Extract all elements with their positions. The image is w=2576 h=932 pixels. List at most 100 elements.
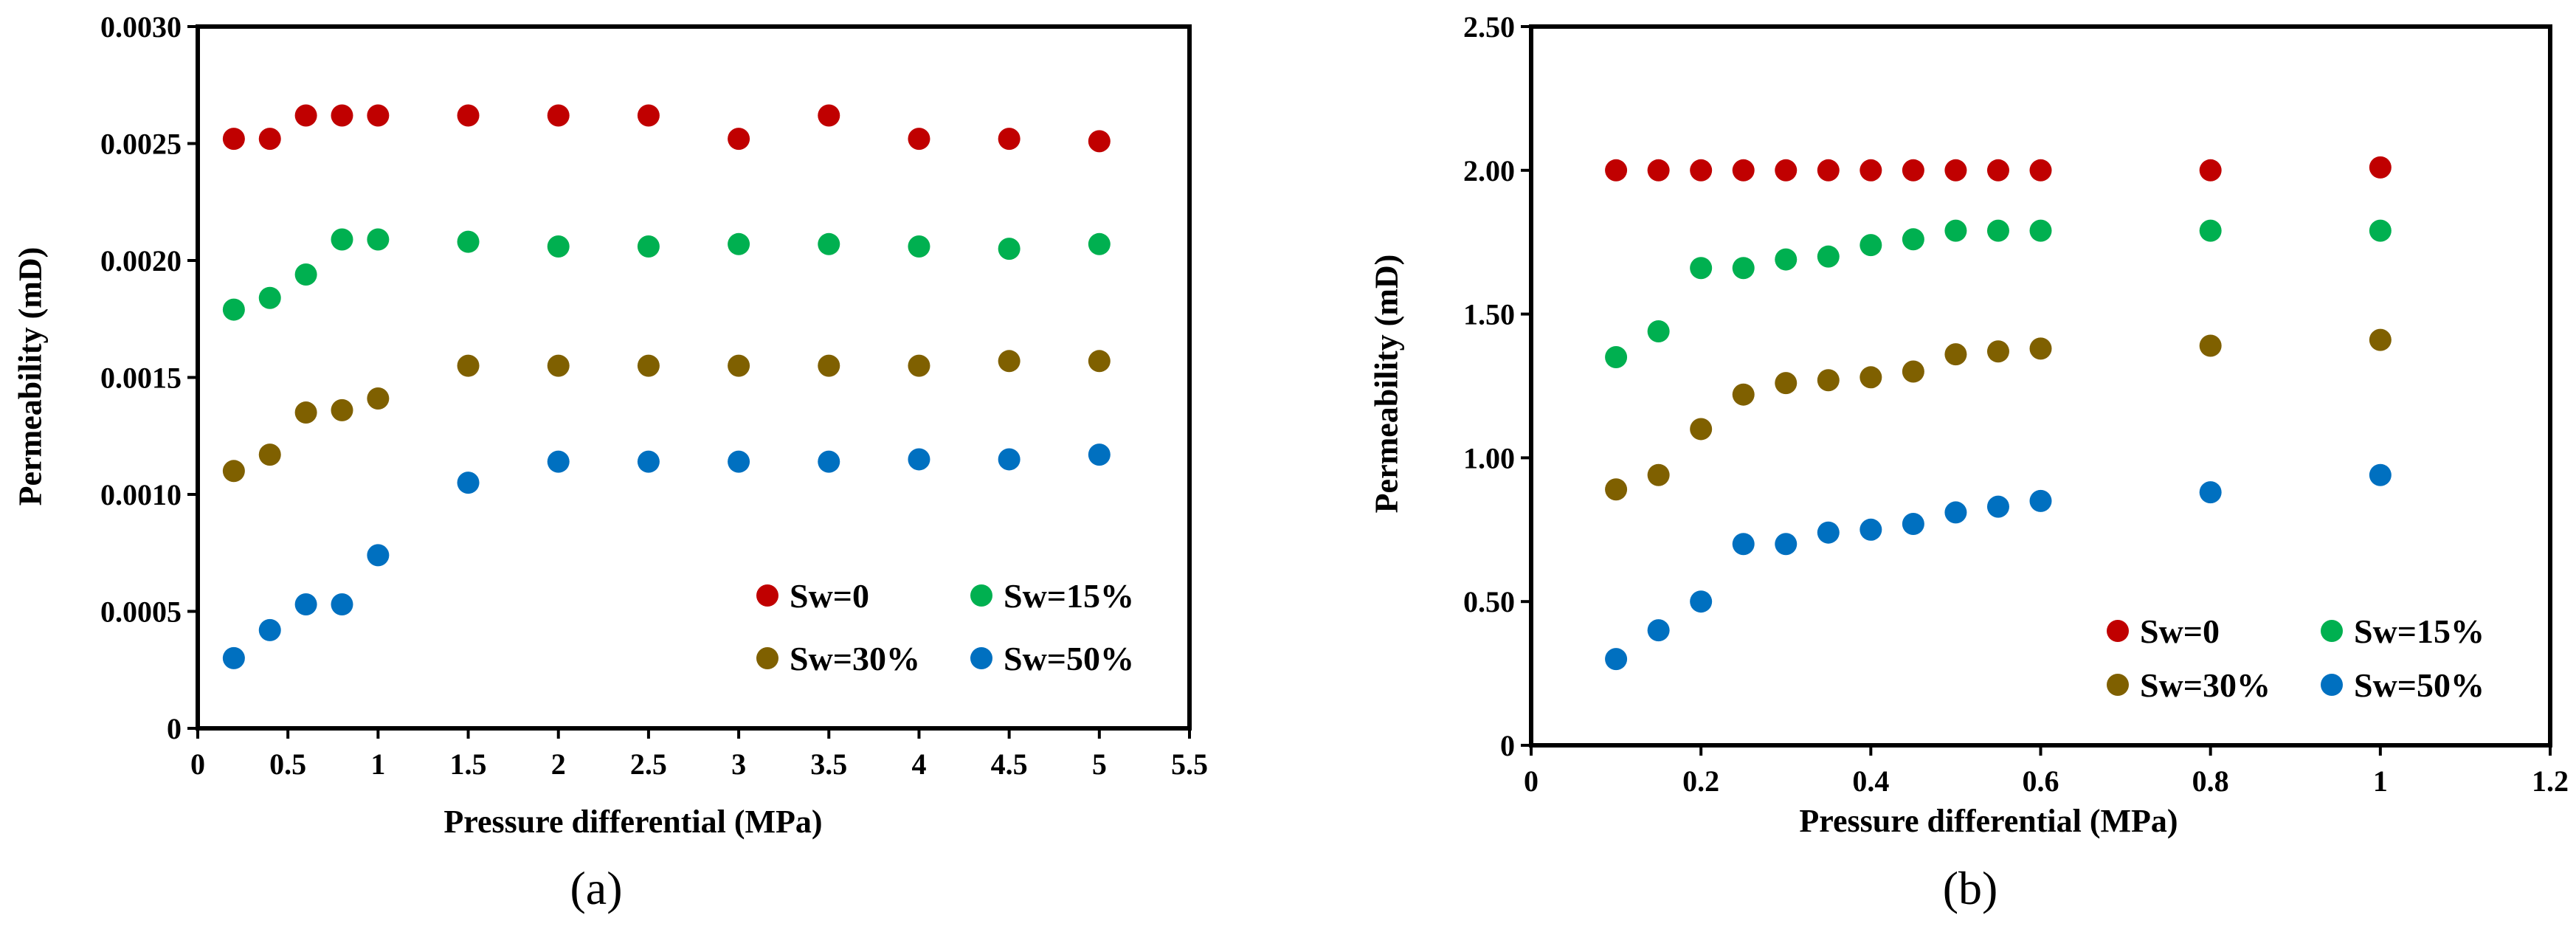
data-point: [222, 128, 245, 151]
x-tick-label: 0: [190, 748, 205, 781]
x-tick-label: 0: [1524, 764, 1539, 798]
data-point: [258, 286, 281, 309]
legend-label: Sw=30%: [2140, 666, 2271, 704]
data-point: [998, 238, 1021, 260]
x-tick-label: 0.4: [1852, 764, 1889, 798]
data-point: [1944, 343, 1967, 366]
x-tick-label: 5.5: [1171, 748, 1208, 781]
x-tick-label: 0.5: [269, 748, 306, 781]
data-point: [1647, 159, 1670, 182]
legend-label: Sw=0: [790, 577, 869, 615]
x-tick-label: 3: [731, 748, 746, 781]
data-point: [1860, 159, 1882, 182]
data-point: [1605, 159, 1628, 182]
x-axis-label: Pressure differential (MPa): [1799, 803, 2178, 839]
y-tick-label: 0.0015: [100, 362, 182, 395]
data-point: [908, 235, 930, 258]
x-tick-label: 2: [551, 748, 566, 781]
data-point: [1986, 219, 2009, 242]
data-point: [1860, 234, 1882, 257]
data-point: [331, 593, 353, 615]
data-point: [367, 104, 390, 127]
data-point: [637, 235, 660, 258]
data-point: [1944, 219, 1967, 242]
data-point: [1088, 443, 1111, 466]
data-point: [1902, 513, 1924, 536]
data-point: [1902, 360, 1924, 383]
data-point: [2029, 159, 2052, 182]
legend-label: Sw=30%: [790, 640, 920, 677]
x-tick-label: 0.6: [2023, 764, 2059, 798]
y-tick-label: 1.00: [1463, 441, 1515, 474]
y-tick-label: 2.50: [1463, 10, 1515, 44]
data-point: [547, 354, 570, 377]
data-point: [1088, 350, 1111, 373]
data-point: [1088, 232, 1111, 255]
data-point: [258, 443, 281, 466]
data-point: [1647, 619, 1670, 642]
data-point: [1902, 159, 1924, 182]
series-sw-15-: [1605, 219, 2392, 369]
panel-label: (a): [570, 862, 622, 914]
data-point: [1605, 478, 1628, 501]
data-point: [1732, 257, 1755, 280]
chart-panel-a: 0 0.0005 0.0010 0.0015 0.0020 0.0025 0.0030 0 0.…: [12, 10, 1208, 914]
data-point: [367, 544, 390, 567]
data-point: [1690, 159, 1713, 182]
legend-marker: [2107, 620, 2129, 642]
data-point: [1647, 463, 1670, 486]
data-point: [331, 228, 353, 251]
data-point: [908, 128, 930, 151]
data-point: [1817, 521, 1840, 544]
legend-label: Sw=15%: [2354, 612, 2485, 650]
data-point: [908, 448, 930, 471]
y-tick-label: 0.50: [1463, 585, 1515, 618]
data-point: [331, 398, 353, 421]
data-point: [1986, 159, 2009, 182]
data-point: [637, 104, 660, 127]
x-tick-label: 4: [911, 748, 926, 781]
legend-marker: [2107, 674, 2129, 696]
x-tick-label: 1.2: [2532, 764, 2569, 798]
series-sw-30-: [1605, 328, 2392, 501]
y-tick-label: 0: [167, 712, 182, 745]
y-tick-label: 0.0020: [100, 244, 182, 277]
data-point: [1732, 383, 1755, 406]
data-point: [1986, 340, 2009, 363]
data-point: [1690, 257, 1713, 280]
data-point: [1944, 159, 1967, 182]
data-point: [998, 350, 1021, 373]
data-point: [1605, 346, 1628, 369]
data-point: [457, 104, 480, 127]
legend-marker: [756, 647, 778, 669]
data-point: [1902, 228, 1924, 251]
data-point: [294, 104, 317, 127]
x-tick-label: 1.5: [450, 748, 487, 781]
data-point: [1690, 590, 1713, 613]
data-point: [728, 232, 750, 255]
data-point: [367, 387, 390, 410]
data-point: [457, 230, 480, 253]
data-point: [1817, 245, 1840, 268]
data-point: [222, 646, 245, 669]
data-point: [457, 354, 480, 377]
data-point: [1690, 418, 1713, 441]
data-point: [637, 450, 660, 473]
data-point: [2029, 219, 2052, 242]
data-point: [258, 128, 281, 151]
data-point: [2369, 463, 2392, 486]
data-point: [1775, 159, 1798, 182]
data-point: [2369, 328, 2392, 351]
data-point: [367, 228, 390, 251]
legend-label: Sw=15%: [1004, 577, 1134, 615]
x-tick-label: 1: [2373, 764, 2388, 798]
data-point: [1860, 518, 1882, 541]
x-tick-label: 0.8: [2192, 764, 2229, 798]
legend-marker: [756, 584, 778, 607]
data-point: [1986, 495, 2009, 518]
data-point: [222, 298, 245, 321]
legend-marker: [970, 647, 992, 669]
x-tick-label: 3.5: [810, 748, 847, 781]
data-point: [818, 354, 840, 377]
